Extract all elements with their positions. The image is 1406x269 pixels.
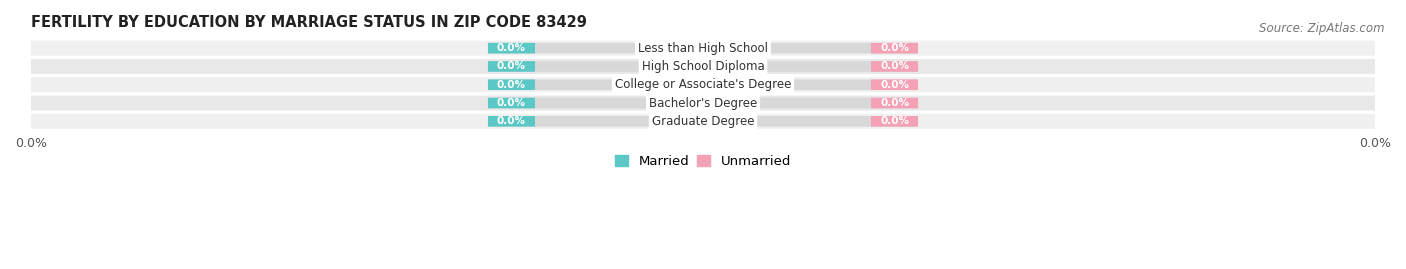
FancyBboxPatch shape [488, 116, 536, 127]
Text: Bachelor's Degree: Bachelor's Degree [650, 97, 756, 109]
Text: 0.0%: 0.0% [880, 116, 910, 126]
FancyBboxPatch shape [870, 43, 918, 54]
FancyBboxPatch shape [488, 43, 536, 54]
Text: Less than High School: Less than High School [638, 42, 768, 55]
FancyBboxPatch shape [488, 61, 918, 72]
FancyBboxPatch shape [488, 61, 536, 72]
FancyBboxPatch shape [31, 41, 1375, 56]
Text: 0.0%: 0.0% [496, 43, 526, 53]
FancyBboxPatch shape [870, 79, 918, 90]
FancyBboxPatch shape [488, 116, 918, 127]
Text: 0.0%: 0.0% [880, 43, 910, 53]
FancyBboxPatch shape [488, 98, 918, 108]
FancyBboxPatch shape [870, 116, 918, 127]
Text: FERTILITY BY EDUCATION BY MARRIAGE STATUS IN ZIP CODE 83429: FERTILITY BY EDUCATION BY MARRIAGE STATU… [31, 15, 586, 30]
Text: 0.0%: 0.0% [880, 61, 910, 72]
FancyBboxPatch shape [31, 114, 1375, 129]
Text: 0.0%: 0.0% [880, 98, 910, 108]
FancyBboxPatch shape [488, 79, 918, 90]
Text: 0.0%: 0.0% [496, 116, 526, 126]
FancyBboxPatch shape [870, 61, 918, 72]
Text: 0.0%: 0.0% [496, 98, 526, 108]
Text: College or Associate's Degree: College or Associate's Degree [614, 78, 792, 91]
FancyBboxPatch shape [488, 98, 536, 108]
FancyBboxPatch shape [31, 77, 1375, 92]
Text: 0.0%: 0.0% [496, 80, 526, 90]
FancyBboxPatch shape [488, 43, 918, 54]
FancyBboxPatch shape [31, 95, 1375, 111]
Text: 0.0%: 0.0% [880, 80, 910, 90]
Text: Source: ZipAtlas.com: Source: ZipAtlas.com [1260, 22, 1385, 34]
FancyBboxPatch shape [870, 98, 918, 108]
Legend: Married, Unmarried: Married, Unmarried [609, 150, 797, 173]
Text: 0.0%: 0.0% [496, 61, 526, 72]
FancyBboxPatch shape [31, 59, 1375, 74]
Text: Graduate Degree: Graduate Degree [652, 115, 754, 128]
Text: High School Diploma: High School Diploma [641, 60, 765, 73]
FancyBboxPatch shape [488, 79, 536, 90]
